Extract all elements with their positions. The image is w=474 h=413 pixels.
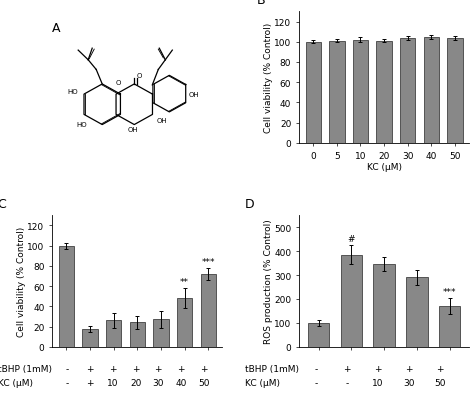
Text: ***: *** — [201, 257, 215, 266]
Bar — [129, 323, 145, 347]
Text: 10: 10 — [107, 378, 118, 387]
Bar — [406, 278, 428, 347]
Text: 30: 30 — [153, 378, 164, 387]
Bar — [82, 329, 98, 347]
Text: **: ** — [180, 278, 189, 286]
Text: 20: 20 — [130, 378, 141, 387]
Bar — [376, 42, 392, 144]
Bar — [424, 38, 439, 144]
Bar — [201, 274, 216, 347]
Text: C: C — [0, 197, 7, 211]
Text: 50: 50 — [434, 378, 446, 387]
Bar — [59, 246, 74, 347]
Text: KC (μM): KC (μM) — [0, 378, 33, 387]
Bar — [374, 265, 395, 347]
Text: -: - — [314, 364, 318, 373]
Text: OH: OH — [128, 127, 138, 133]
Text: 40: 40 — [175, 378, 187, 387]
Text: 50: 50 — [198, 378, 210, 387]
Text: 30: 30 — [403, 378, 415, 387]
Text: -: - — [66, 378, 69, 387]
Text: B: B — [256, 0, 265, 7]
Text: OH: OH — [189, 91, 200, 97]
Text: +: + — [343, 364, 351, 373]
Text: HO: HO — [68, 88, 79, 95]
Bar — [153, 320, 169, 347]
Text: +: + — [132, 364, 139, 373]
Text: +: + — [86, 378, 94, 387]
Text: +: + — [177, 364, 185, 373]
Y-axis label: Cell viability (% Control): Cell viability (% Control) — [264, 23, 273, 133]
Text: O: O — [137, 73, 142, 79]
Text: -: - — [314, 378, 318, 387]
Text: tBHP (1mM): tBHP (1mM) — [0, 364, 52, 373]
Text: +: + — [374, 364, 382, 373]
Text: HO: HO — [77, 121, 88, 127]
Bar — [447, 39, 463, 144]
Text: D: D — [245, 197, 254, 211]
Bar — [308, 323, 329, 347]
Text: -: - — [346, 378, 348, 387]
Bar — [106, 320, 121, 347]
Text: A: A — [52, 22, 61, 35]
Text: +: + — [155, 364, 162, 373]
Text: OH: OH — [157, 117, 168, 123]
Text: +: + — [436, 364, 444, 373]
Y-axis label: ROS production (% Control): ROS production (% Control) — [264, 219, 273, 344]
Bar — [341, 255, 362, 347]
Bar — [353, 40, 368, 144]
Text: ***: *** — [443, 287, 456, 296]
Bar — [177, 299, 192, 347]
Text: tBHP (1mM): tBHP (1mM) — [245, 364, 299, 373]
Bar — [329, 42, 345, 144]
Text: +: + — [109, 364, 117, 373]
Text: O: O — [116, 80, 121, 86]
Bar — [439, 306, 460, 347]
Y-axis label: Cell viability (% Control): Cell viability (% Control) — [17, 226, 26, 336]
X-axis label: KC (μM): KC (μM) — [366, 163, 401, 172]
Text: +: + — [86, 364, 94, 373]
Bar — [400, 39, 416, 144]
Text: +: + — [200, 364, 208, 373]
Text: -: - — [66, 364, 69, 373]
Text: 10: 10 — [372, 378, 383, 387]
Text: +: + — [405, 364, 413, 373]
Bar — [306, 43, 321, 144]
Text: #: # — [347, 235, 355, 244]
Text: KC (μM): KC (μM) — [245, 378, 280, 387]
